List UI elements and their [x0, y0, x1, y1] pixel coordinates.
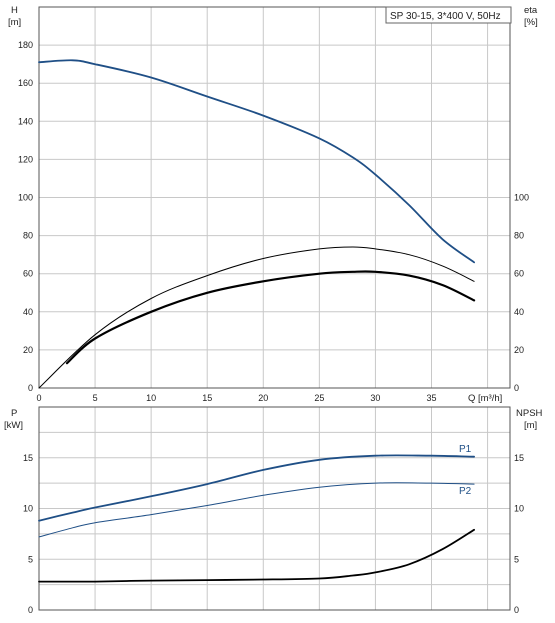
bottom-y-left-tick: 10 [23, 504, 33, 514]
x-axis-tick: 0 [36, 393, 41, 403]
bottom-y-right-tick: 0 [514, 605, 519, 615]
top-frame [38, 6, 511, 389]
bottom-y-right-tick: 5 [514, 554, 519, 564]
top-chart-ticks: 0 20 40 60 80 100 120 140 160 180 0 20 40 60 80 100 0 5 10… [18, 40, 529, 403]
npsh-curve [38, 528, 475, 583]
bottom-y-left-tick: 0 [28, 605, 33, 615]
top-y-left-tick: 180 [18, 40, 33, 50]
bottom-frame [38, 406, 511, 611]
top-y-left-tick: 20 [23, 345, 33, 355]
x-axis-tick: 35 [426, 393, 436, 403]
efficiency-curve-thin [38, 246, 475, 389]
x-axis-tick: 5 [93, 393, 98, 403]
bottom-y-left-tick: 5 [28, 554, 33, 564]
bottom-y-left-label: P [11, 408, 17, 419]
top-y-left-unit: [m] [8, 17, 21, 28]
top-y-left-tick: 120 [18, 154, 33, 164]
top-y-left-tick: 80 [23, 231, 33, 241]
top-y-right-tick: 20 [514, 345, 524, 355]
bottom-y-left-unit: [kW] [4, 420, 23, 431]
top-y-left-tick: 160 [18, 78, 33, 88]
bottom-y-right-tick: 10 [514, 504, 524, 514]
head-curve [38, 59, 475, 264]
bottom-y-right-label: NPSH [516, 408, 543, 419]
x-axis-tick: 20 [258, 393, 268, 403]
x-axis-tick: 10 [146, 393, 156, 403]
legend-text: SP 30-15, 3*400 V, 50Hz [390, 11, 501, 22]
top-y-right-tick: 0 [514, 383, 519, 393]
series-label-p2: P2 [459, 486, 472, 497]
p1-power-curve [38, 454, 475, 522]
p2-power-curve [38, 482, 475, 538]
efficiency-curve-thick [65, 270, 476, 365]
top-y-right-tick: 60 [514, 269, 524, 279]
top-y-left-tick: 140 [18, 116, 33, 126]
bottom-chart-grid [38, 406, 511, 611]
top-chart-series [38, 59, 476, 389]
x-axis-tick: 25 [314, 393, 324, 403]
top-y-left-tick: 60 [23, 269, 33, 279]
x-axis-tick: 30 [370, 393, 380, 403]
bottom-chart-ticks: 0 5 10 15 0 5 10 15 [23, 453, 524, 615]
top-y-right-tick: 100 [514, 193, 529, 203]
x-axis-unit: [m³/h] [478, 393, 502, 404]
top-y-left-label: H [11, 5, 18, 16]
top-y-left-tick: 0 [28, 383, 33, 393]
bottom-y-right-tick: 15 [514, 453, 524, 463]
x-axis-label: Q [468, 393, 475, 404]
top-y-right-label: eta [524, 5, 538, 16]
top-y-left-tick: 100 [18, 193, 33, 203]
top-y-right-tick: 80 [514, 231, 524, 241]
top-y-right-tick: 40 [514, 307, 524, 317]
top-y-right-unit: [%] [524, 17, 538, 28]
legend-box [385, 6, 512, 24]
bottom-y-left-tick: 15 [23, 453, 33, 463]
top-y-left-tick: 40 [23, 307, 33, 317]
bottom-chart-series [38, 454, 475, 583]
series-label-p1: P1 [459, 444, 472, 455]
bottom-y-right-unit: [m] [524, 420, 537, 431]
x-axis-tick: 15 [202, 393, 212, 403]
